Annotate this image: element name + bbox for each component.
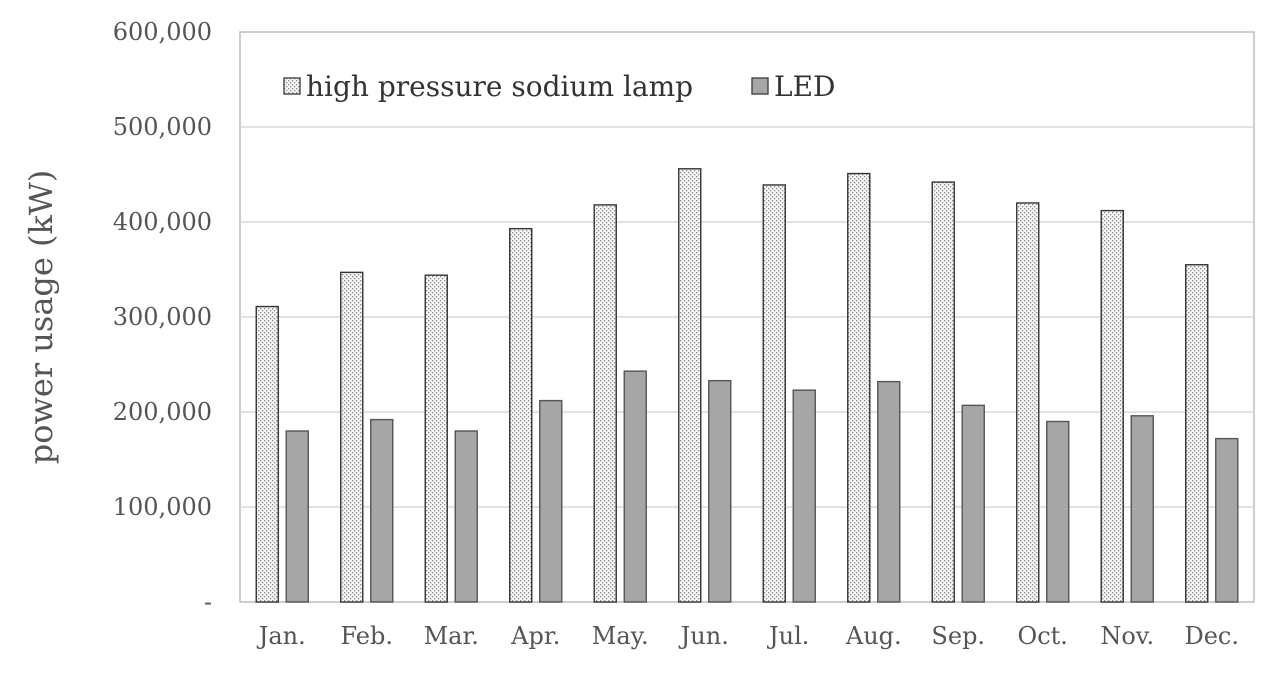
bar-led	[1130, 415, 1154, 603]
bar-sodium	[1016, 202, 1040, 603]
bar-sodium	[424, 274, 448, 603]
bar-sodium	[593, 204, 617, 603]
x-tick-label: Feb.	[340, 622, 393, 650]
x-tick-label: Aug.	[845, 622, 902, 650]
x-tick-label: Apr.	[510, 622, 560, 650]
x-tick-label: Oct.	[1018, 622, 1068, 650]
x-tick-label: Jan.	[256, 622, 306, 650]
y-tick-label: 300,000	[113, 303, 212, 331]
bar-sodium	[931, 181, 955, 603]
x-tick-label: Sep.	[931, 622, 985, 650]
y-tick-label: 200,000	[113, 398, 212, 426]
bar-led	[454, 430, 478, 603]
bar-led	[539, 399, 563, 603]
y-tick-label: 500,000	[113, 113, 212, 141]
x-axis-ticks: Jan. Feb. Mar. Apr. May. Jun. Jul. Aug. Sep. Oct.…	[256, 622, 1239, 650]
gridlines	[240, 126, 1254, 508]
y-tick-label: 100,000	[113, 493, 212, 521]
bar-led	[370, 418, 394, 603]
bar-sodium	[340, 271, 364, 603]
bar-led	[792, 389, 816, 603]
bars	[255, 168, 1239, 603]
x-tick-label: Dec.	[1184, 622, 1239, 650]
x-tick-label: May.	[592, 622, 649, 650]
bar-led	[1215, 437, 1239, 603]
bar-sodium	[1185, 264, 1209, 603]
bar-led	[877, 380, 901, 603]
x-tick-label: Jun.	[678, 622, 729, 650]
y-axis-label: power usage (kW)	[22, 170, 60, 465]
y-tick-label: 400,000	[113, 208, 212, 236]
bar-sodium	[762, 184, 786, 603]
legend-label: high pressure sodium lamp	[306, 70, 693, 103]
legend-label: LED	[774, 70, 835, 103]
bar-sodium	[1100, 209, 1124, 603]
y-tick-label: 600,000	[113, 18, 212, 46]
legend-swatch	[283, 77, 301, 95]
bar-sodium	[847, 172, 871, 603]
x-tick-label: Jul.	[766, 622, 809, 650]
bar-led	[285, 430, 309, 603]
legend: high pressure sodium lamp LED	[283, 70, 835, 103]
bar-sodium	[678, 168, 702, 603]
x-tick-label: Nov.	[1100, 622, 1154, 650]
y-tick-label: -	[204, 588, 212, 616]
bar-led	[708, 379, 732, 603]
bar-led	[1046, 420, 1070, 603]
legend-swatch	[751, 77, 769, 95]
bar-sodium	[509, 227, 533, 603]
bar-led	[623, 370, 647, 603]
x-tick-label: Mar.	[424, 622, 479, 650]
bar-led	[961, 404, 985, 603]
y-axis-ticks: - 100,000 200,000 300,000 400,000 500,000 600,…	[113, 18, 212, 616]
bar-sodium	[255, 305, 279, 603]
